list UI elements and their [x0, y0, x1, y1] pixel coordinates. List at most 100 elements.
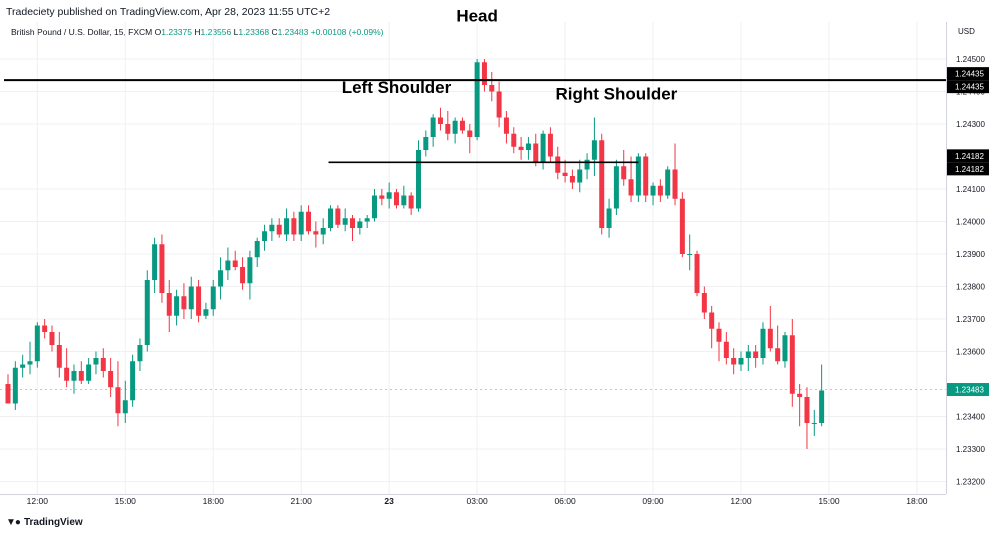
- ohlc-close-label: C: [271, 27, 278, 37]
- candle-body: [467, 130, 473, 137]
- candle-body: [144, 280, 150, 345]
- candle-down: [166, 280, 172, 332]
- candle-body: [328, 208, 334, 228]
- candle-body: [738, 358, 744, 365]
- price-tick-label: 1.23400: [956, 413, 985, 422]
- candle-up: [386, 182, 392, 209]
- price-tick-label: 1.24000: [956, 218, 985, 227]
- candle-up: [254, 237, 260, 267]
- candle-down: [467, 124, 473, 154]
- candle-body: [12, 367, 18, 404]
- price-tick-label: 1.23600: [956, 348, 985, 357]
- ohlc-open-value: 1.23375: [161, 27, 192, 37]
- candle-body: [210, 286, 216, 310]
- candle-down: [679, 192, 685, 258]
- candle-body: [108, 371, 114, 388]
- candle-body: [115, 387, 121, 414]
- candle-down: [181, 283, 187, 319]
- candle-down: [393, 189, 399, 209]
- candle-up: [760, 322, 766, 365]
- candle-body: [5, 384, 11, 404]
- candle-body: [415, 150, 421, 209]
- candle-body: [445, 124, 451, 134]
- candle-body: [78, 371, 84, 381]
- candle-up: [130, 354, 136, 407]
- candle-down: [804, 387, 810, 449]
- candle-down: [775, 325, 781, 365]
- candle-body: [591, 140, 597, 160]
- candle-up: [738, 351, 744, 371]
- candle-body: [804, 397, 810, 423]
- candle-up: [591, 117, 597, 176]
- price-tick-label: 1.23200: [956, 478, 985, 487]
- candle-down: [335, 205, 341, 228]
- candle-body: [357, 221, 363, 228]
- candle-body: [232, 260, 238, 267]
- candle-body: [203, 309, 209, 316]
- candle-down: [643, 153, 649, 202]
- candle-body: [34, 325, 40, 362]
- candle-down: [159, 234, 165, 303]
- candle-body: [93, 358, 99, 365]
- candle-body: [423, 137, 429, 150]
- level-price-badge: [947, 149, 989, 163]
- footer-brand: ▼● TradingView: [6, 517, 83, 528]
- current-price-label: 1.23483: [955, 386, 984, 395]
- candle-up: [12, 361, 18, 410]
- level-price-label: 1.24182: [955, 152, 984, 161]
- candle-body: [782, 335, 788, 362]
- candle-up: [606, 198, 612, 238]
- candle-body: [694, 254, 700, 293]
- candle-down: [723, 332, 729, 365]
- candle-down: [240, 257, 246, 290]
- candle-body: [306, 211, 312, 232]
- candle-body: [393, 192, 399, 206]
- level-price-label: 1.24182: [955, 165, 984, 174]
- ohlc-change-value: +0.00108 (+0.09%): [310, 27, 384, 37]
- candle-down: [115, 361, 121, 427]
- candle-body: [503, 117, 509, 134]
- candle-body: [525, 143, 531, 150]
- candle-body: [628, 179, 634, 196]
- candle-body: [166, 293, 172, 316]
- candle-body: [643, 156, 649, 196]
- candle-body: [657, 185, 663, 196]
- candle-body: [569, 176, 575, 183]
- candle-body: [687, 254, 693, 255]
- candle-up: [298, 205, 304, 241]
- candle-down: [42, 319, 48, 339]
- candle-down: [56, 332, 62, 378]
- candle-down: [767, 306, 773, 352]
- candle-up: [613, 159, 619, 215]
- candle-body: [276, 224, 282, 235]
- candle-body: [555, 156, 561, 173]
- candle-up: [320, 218, 326, 245]
- price-tick-label: 1.24300: [956, 120, 985, 129]
- candle-down: [379, 189, 385, 206]
- time-tick-label: 12:00: [730, 496, 752, 506]
- candle-down: [276, 218, 282, 238]
- candle-body: [547, 133, 553, 157]
- candle-body: [71, 371, 77, 381]
- candle-down: [599, 133, 605, 235]
- candle-body: [650, 185, 656, 196]
- candle-down: [49, 325, 55, 352]
- time-tick-label: 15:00: [818, 496, 840, 506]
- candle-body: [269, 224, 275, 232]
- candle-body: [342, 218, 348, 225]
- symbol-legend: British Pound / U.S. Dollar, 15, FXCM O1…: [11, 27, 383, 37]
- ohlc-low-label: L: [233, 27, 239, 37]
- candle-body: [562, 172, 568, 176]
- candle-up: [452, 117, 458, 144]
- candle-down: [481, 59, 487, 92]
- candle-up: [174, 289, 180, 326]
- candle-down: [511, 127, 517, 154]
- candle-up: [152, 237, 158, 293]
- time-tick-label: 09:00: [642, 496, 664, 506]
- candle-up: [635, 153, 641, 202]
- candle-body: [767, 328, 773, 349]
- candle-body: [64, 367, 70, 381]
- ohlc-high-value: 1.23556: [200, 27, 232, 37]
- candle-down: [313, 221, 319, 248]
